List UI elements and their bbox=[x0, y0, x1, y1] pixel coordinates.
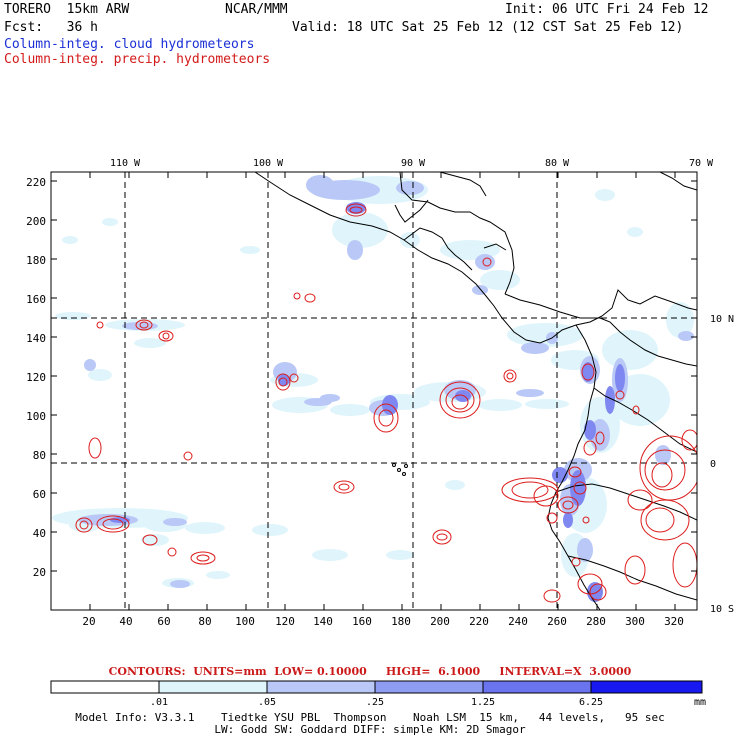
lat-label-10s: 10 S bbox=[710, 604, 734, 615]
x-tick-label: 300 bbox=[625, 615, 645, 628]
colorbar-label: 6.25 bbox=[579, 697, 603, 708]
lon-label-110w: 110 W bbox=[110, 158, 141, 169]
x-tick-label: 320 bbox=[664, 615, 684, 628]
lon-label-100w: 100 W bbox=[253, 158, 284, 169]
axis-ticks bbox=[50, 172, 697, 611]
x-tick-label: 220 bbox=[469, 615, 489, 628]
y-tick-label: 100 bbox=[26, 410, 46, 423]
x-tick-label: 240 bbox=[508, 615, 528, 628]
x-tick-label: 80 bbox=[198, 615, 211, 628]
x-tick-label: 20 bbox=[82, 615, 95, 628]
y-tick-label: 140 bbox=[26, 332, 46, 345]
y-tick-label: 160 bbox=[26, 293, 46, 306]
init-time: Init: 06 UTC Fri 24 Feb 12 bbox=[505, 2, 709, 17]
coastlines bbox=[254, 172, 697, 610]
colorbar-label: .25 bbox=[366, 697, 384, 708]
colorbar-unit: mm bbox=[694, 697, 706, 708]
x-tick-label: 40 bbox=[119, 615, 132, 628]
x-tick-label: 180 bbox=[391, 615, 411, 628]
cloud-shading-light bbox=[52, 176, 694, 588]
color-bar: .01 .05 .25 1.25 6.25 mm bbox=[50, 680, 706, 708]
colorbar-label: .05 bbox=[258, 697, 276, 708]
forecast-hour: Fcst: 36 h bbox=[4, 20, 98, 35]
colorbar-segment bbox=[50, 680, 160, 694]
colorbar-segment bbox=[482, 680, 592, 694]
model-info-line-2: LW: Godd SW: Goddard DIFF: simple KM: 2D… bbox=[214, 723, 526, 736]
field-cloud-label: Column-integ. cloud hydrometeors bbox=[4, 37, 255, 52]
valid-time: Valid: 18 UTC Sat 25 Feb 12 (12 CST Sat … bbox=[292, 20, 684, 35]
y-tick-label: 120 bbox=[26, 371, 46, 384]
lat-label-0: 0 bbox=[710, 459, 716, 470]
model-info-line-1: Model Info: V3.3.1 Tiedtke YSU PBL Thomp… bbox=[75, 711, 665, 724]
colorbar-segment bbox=[590, 680, 703, 694]
lat-label-10n: 10 N bbox=[710, 314, 734, 325]
y-tick-label: 20 bbox=[33, 566, 46, 579]
colorbar-segment bbox=[266, 680, 376, 694]
lat-lon-grid bbox=[51, 172, 697, 610]
field-precip-label: Column-integ. precip. hydrometeors bbox=[4, 52, 271, 67]
y-tick-label: 40 bbox=[33, 527, 46, 540]
contour-info: CONTOURS: UNITS=mm LOW= 0.10000 HIGH= 6.… bbox=[108, 665, 632, 678]
colorbar-segment bbox=[158, 680, 268, 694]
lon-label-70w: 70 W bbox=[689, 158, 714, 169]
x-tick-label: 280 bbox=[586, 615, 606, 628]
lon-label-80w: 80 W bbox=[545, 158, 570, 169]
y-tick-label: 220 bbox=[26, 176, 46, 189]
x-tick-label: 120 bbox=[275, 615, 295, 628]
y-tick-label: 180 bbox=[26, 254, 46, 267]
x-tick-label: 60 bbox=[157, 615, 170, 628]
colorbar-segment bbox=[374, 680, 484, 694]
y-tick-label: 60 bbox=[33, 488, 46, 501]
x-tick-label: 260 bbox=[547, 615, 567, 628]
organization-label: NCAR/MMM bbox=[225, 2, 288, 17]
x-tick-label: 100 bbox=[235, 615, 255, 628]
x-tick-label: 200 bbox=[430, 615, 450, 628]
x-tick-label: 160 bbox=[352, 615, 372, 628]
plot-area bbox=[50, 171, 698, 611]
precip-contours bbox=[75, 203, 697, 603]
y-tick-label: 80 bbox=[33, 449, 46, 462]
x-tick-label: 140 bbox=[313, 615, 333, 628]
colorbar-label: 1.25 bbox=[471, 697, 495, 708]
model-title: TORERO 15km ARW bbox=[4, 2, 130, 17]
colorbar-label: .01 bbox=[150, 697, 168, 708]
y-tick-label: 200 bbox=[26, 215, 46, 228]
lon-label-90w: 90 W bbox=[401, 158, 426, 169]
